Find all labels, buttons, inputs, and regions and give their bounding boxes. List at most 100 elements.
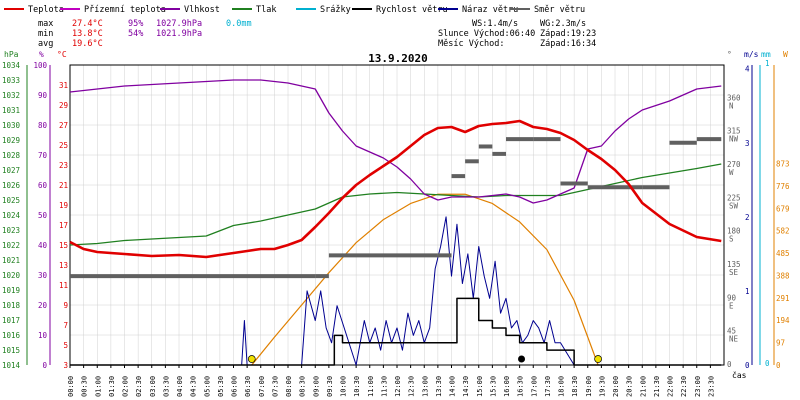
axis-celsius-tick: 15	[59, 241, 68, 250]
axis-celsius-tick: 23	[59, 161, 68, 170]
axis-celsius-tick: 7	[63, 321, 68, 330]
axis-x-tick: 19:00	[585, 376, 593, 397]
axis-hpa-tick: 1028	[2, 151, 21, 160]
axis-x-tick: 08:00	[285, 376, 293, 397]
axis-wm2-tick: 776	[776, 182, 790, 191]
info-ws: WS:1.4m/s	[472, 19, 518, 29]
axis-celsius-title: °C	[57, 50, 67, 59]
axis-hpa-tick: 1021	[2, 256, 20, 265]
axis-hpa-tick: 1015	[2, 346, 20, 355]
info-wg: WG:2.3m/s	[540, 19, 586, 29]
axis-x-tick: 21:30	[653, 376, 661, 397]
axis-x-tick: 06:00	[231, 376, 239, 397]
axis-celsius-tick: 5	[63, 341, 68, 350]
axis-degrees-tick: 90	[727, 293, 737, 302]
moon-marker	[518, 355, 526, 363]
axis-hpa-tick: 1033	[2, 76, 20, 85]
axis-x-tick: 03:30	[162, 376, 170, 397]
axis-x-tick: 22:30	[680, 376, 688, 397]
axis-x-tick: 04:00	[176, 376, 184, 397]
info-slunce: Slunce Východ:06:40	[438, 29, 535, 39]
axis-x-tick: 20:30	[626, 376, 634, 397]
axis-percent-tick: 70	[38, 151, 48, 160]
axis-x-tick: 17:30	[544, 376, 552, 397]
axis-x-tick: 00:30	[81, 376, 89, 397]
axis-mm-title: mm	[761, 50, 771, 59]
axis-x-tick: 20:00	[612, 376, 620, 397]
axis-degrees-tick: 315	[727, 127, 741, 136]
axis-hpa-tick: 1029	[2, 136, 20, 145]
axis-wm2-tick: 0	[776, 361, 781, 370]
axis-x-tick: 09:00	[312, 376, 320, 397]
axis-degrees-tick: 135	[727, 260, 741, 269]
axis-celsius-tick: 27	[59, 121, 68, 130]
axis-degrees-dir: W	[729, 168, 734, 177]
axis-wm2-tick: 679	[776, 204, 790, 213]
axis-x-tick: 16:00	[503, 376, 511, 397]
axis-percent-tick: 80	[38, 121, 48, 130]
axis-x-tick: 05:30	[217, 376, 225, 397]
legend-label: Tlak	[256, 5, 276, 15]
axis-percent-title: %	[39, 50, 44, 59]
sun-marker	[594, 355, 602, 363]
series-rychlost	[70, 297, 722, 366]
axis-x-tick: 04:30	[190, 376, 198, 397]
axis-x-tick: 02:00	[122, 376, 130, 397]
axis-percent-tick: 90	[38, 91, 48, 100]
axis-percent-tick: 50	[38, 211, 48, 220]
axis-x-tick: 12:30	[408, 376, 416, 397]
axis-celsius-tick: 31	[59, 81, 68, 90]
axis-x-tick: 07:30	[271, 376, 279, 397]
stat-max-hum: 95%	[128, 19, 143, 29]
axis-degrees-tick: 225	[727, 193, 741, 202]
axis-mm-tick: 0	[765, 359, 770, 368]
axis-hpa-tick: 1032	[2, 91, 20, 100]
axis-hpa-tick: 1022	[2, 241, 20, 250]
axis-x-tick: 12:00	[394, 376, 402, 397]
axis-x-tick: 02:30	[135, 376, 143, 397]
axis-ms-title: m/s	[744, 50, 759, 59]
info-slunce-zapad: Západ:19:23	[540, 29, 596, 39]
axis-x-tick: 16:30	[517, 376, 525, 397]
axis-hpa-tick: 1034	[2, 61, 21, 70]
axis-degrees-dir: NE	[729, 335, 739, 344]
axis-degrees-tick: 360	[727, 93, 741, 102]
axis-wm2-tick: 194	[776, 316, 790, 325]
stat-min-label: min	[38, 29, 53, 39]
axis-x-tick: 23:00	[694, 376, 702, 397]
axis-x-tick: 03:00	[149, 376, 157, 397]
axis-percent-tick: 0	[42, 361, 47, 370]
stat-rain: 0.0mm	[226, 19, 252, 29]
axis-wm2-tick: 291	[776, 294, 790, 303]
axis-hpa-title: hPa	[4, 50, 19, 59]
axis-x-tick: 17:00	[530, 376, 538, 397]
stat-min-press: 1021.9hPa	[156, 29, 202, 39]
stat-avg-label: avg	[38, 39, 53, 49]
chart-title: 13.9.2020	[368, 52, 428, 65]
axis-celsius-tick: 9	[63, 301, 68, 310]
axis-x-tick: 14:00	[449, 376, 457, 397]
axis-percent-tick: 100	[33, 61, 47, 70]
axis-celsius-tick: 17	[59, 221, 68, 230]
axis-ms-tick: 4	[745, 65, 750, 74]
axis-ms-tick: 2	[745, 213, 750, 222]
axis-wm2-tick: 873	[776, 160, 790, 169]
axis-wm2-tick: 97	[776, 339, 785, 348]
axis-x-tick: 09:30	[326, 376, 334, 397]
info-mesic-zapad: Západ:16:34	[540, 39, 596, 49]
axis-hpa-tick: 1031	[2, 106, 20, 115]
axis-hpa-tick: 1026	[2, 181, 21, 190]
axis-hpa-tick: 1016	[2, 331, 21, 340]
axis-hpa-tick: 1017	[2, 316, 20, 325]
axis-x-tick: 23:30	[707, 376, 715, 397]
grid	[69, 64, 725, 366]
axis-percent-tick: 10	[38, 331, 48, 340]
legend-label: Srážky	[320, 5, 351, 15]
axis-degrees-tick: 180	[727, 227, 741, 236]
axis-degrees-tick: 270	[727, 160, 741, 169]
axis-wm2-title: W	[783, 50, 788, 59]
axis-hpa-tick: 1019	[2, 286, 20, 295]
stat-max-label: max	[38, 19, 53, 29]
axis-degrees-tick: 0	[727, 360, 732, 369]
legend-label: Teplota	[28, 5, 64, 15]
